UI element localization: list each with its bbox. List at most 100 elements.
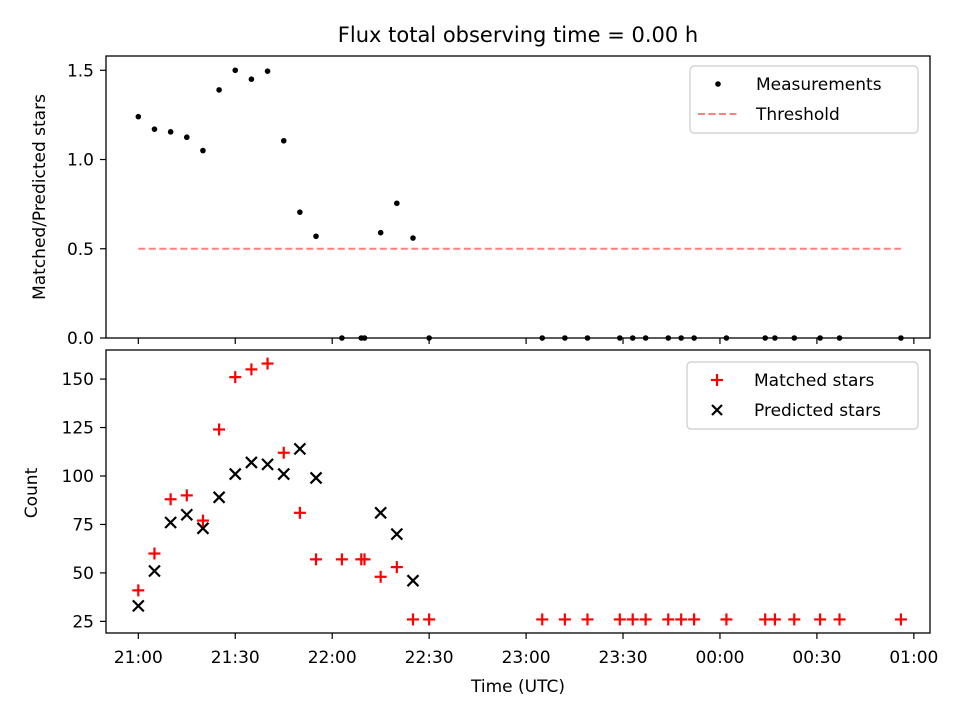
count-y-axis-label: Count — [22, 467, 42, 518]
matched-star-point — [613, 613, 626, 626]
ratio-y-axis-label: Matched/Predicted stars — [30, 94, 50, 300]
count-x-tick-label: 01:00 — [889, 648, 938, 668]
ratio-y-tick-label: 1.5 — [67, 61, 94, 81]
measurement-point — [772, 335, 778, 341]
matched-star-point — [277, 446, 290, 459]
matched-star-point — [639, 613, 652, 626]
matched-star-point — [406, 613, 419, 626]
measurement-point — [539, 335, 546, 341]
measurement-point — [297, 209, 303, 215]
matched-star-point — [768, 613, 781, 626]
matched-star-point — [293, 506, 306, 519]
predicted-stroke — [390, 527, 404, 541]
measurement-point — [665, 335, 672, 341]
matched-star-point — [164, 493, 177, 506]
count-marks — [132, 357, 907, 626]
matched-star-point — [196, 514, 209, 527]
predicted-stroke — [164, 516, 177, 529]
count-x-ticks: 21:00 21:30 22:00 22:30 23:00 23:30 00:00 00:30… — [114, 633, 938, 668]
count-x-tick-label: 23:00 — [502, 648, 551, 668]
legend-threshold-label: Threshold — [755, 105, 840, 125]
measurement-point — [135, 113, 142, 120]
measurement-point — [313, 233, 319, 240]
count-x-tick-label: 22:00 — [308, 648, 357, 668]
predicted-star-point — [293, 442, 307, 456]
predicted-stroke — [212, 491, 226, 504]
matched-star-point — [390, 561, 403, 574]
count-x-tick-label: 00:30 — [792, 648, 841, 668]
count-x-tick-label: 21:30 — [211, 648, 260, 668]
measurement-point — [361, 335, 368, 341]
predicted-star-point — [406, 574, 420, 587]
predicted-stroke — [148, 564, 161, 578]
count-y-tick-label: 25 — [72, 612, 94, 632]
matched-star-point — [814, 613, 827, 626]
ratio-marks — [135, 67, 904, 341]
measurement-point — [377, 229, 384, 236]
legend-predicted-marker — [711, 404, 723, 416]
count-x-tick-label: 22:30 — [405, 648, 454, 668]
measurement-point — [248, 76, 255, 83]
count-panel-frame — [105, 349, 931, 634]
matched-star-point — [310, 553, 323, 566]
predicted-stroke — [374, 506, 387, 520]
matched-star-point — [229, 371, 242, 384]
matched-star-point — [423, 613, 436, 626]
predicted-stroke — [406, 574, 420, 587]
ratio-y-tick-label: 1.0 — [67, 151, 94, 171]
predicted-stroke — [245, 456, 258, 469]
matched-star-point — [688, 613, 701, 626]
ratio-y-tick-label: 0.5 — [67, 240, 94, 260]
measurement-point — [691, 335, 697, 341]
matched-star-point — [558, 613, 571, 626]
matched-star-point — [581, 613, 594, 626]
predicted-stroke — [180, 508, 194, 522]
predicted-star-point — [196, 522, 210, 535]
predicted-star-point — [245, 456, 258, 469]
measurement-point — [394, 200, 400, 207]
measurement-point — [836, 335, 843, 341]
count-x-tick-label: 21:00 — [114, 648, 163, 668]
matched-star-point — [132, 584, 145, 597]
measurement-point — [232, 67, 239, 74]
measurement-point — [898, 335, 904, 341]
ratio-y-ticks: 0.0 0.5 1.0 1.5 — [67, 61, 106, 349]
predicted-star-point — [277, 467, 291, 481]
ratio-legend: Measurements Threshold — [689, 65, 919, 134]
matched-star-point — [245, 363, 258, 376]
predicted-star-point — [228, 467, 242, 481]
legend-predicted-label: Predicted stars — [754, 401, 881, 421]
matched-star-point — [675, 613, 688, 626]
count-y-ticks: 25 50 75 100 125 150 — [62, 370, 106, 632]
count-legend-frame — [686, 361, 919, 430]
count-x-tick-label: 00:00 — [695, 648, 744, 668]
legend-matched-marker — [711, 374, 723, 386]
matched-star-point — [374, 570, 387, 583]
measurement-point — [167, 129, 174, 135]
measurement-point — [616, 335, 623, 341]
matched-star-point — [148, 547, 161, 560]
legend-matched-label: Matched stars — [754, 371, 874, 391]
predicted-stroke — [261, 458, 274, 471]
matched-star-point — [662, 613, 675, 626]
predicted-star-point — [164, 516, 177, 529]
matched-star-point — [536, 613, 549, 626]
x-axis-label: Time (UTC) — [470, 677, 565, 697]
ratio-panel-frame — [105, 55, 931, 339]
predicted-star-point — [148, 564, 161, 578]
matched-star-point — [180, 489, 193, 502]
count-y-tick-label: 75 — [72, 515, 94, 535]
predicted-star-point — [374, 506, 387, 520]
count-y-tick-label: 150 — [62, 370, 94, 390]
chart-title: Flux total observing time = 0.00 h — [338, 23, 698, 47]
measurement-point — [678, 335, 684, 341]
predicted-stroke — [309, 471, 323, 485]
measurement-point — [200, 147, 206, 154]
predicted-star-point — [261, 458, 274, 471]
ratio-legend-frame — [689, 65, 919, 134]
matched-star-point — [335, 553, 348, 566]
matched-star-point — [213, 423, 226, 436]
measurement-point — [264, 68, 271, 74]
matched-star-point — [626, 613, 639, 626]
